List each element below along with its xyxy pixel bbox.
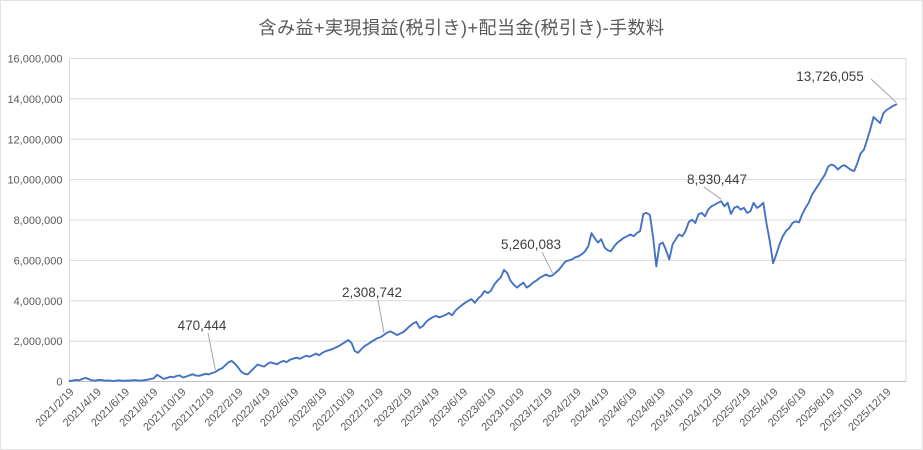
y-tick-label: 2,000,000	[14, 336, 63, 348]
x-axis-labels-group: 2021/2/192021/4/192021/6/192021/8/192021…	[34, 386, 894, 433]
annotations-group: 470,444 2,308,742 5,260,083 8,930,447 13,726…	[178, 69, 897, 371]
chart-title: 含み益+実現損益(税引き)+配当金(税引き)-手数料	[258, 18, 665, 38]
y-tick-label: 4,000,000	[14, 296, 63, 308]
y-tick-label: 8,000,000	[14, 215, 63, 227]
annotation-leader-line	[703, 186, 722, 200]
y-tick-label: 10,000,000	[7, 175, 62, 187]
data-point-annotation: 5,260,083	[501, 237, 561, 252]
y-tick-label: 6,000,000	[14, 255, 63, 267]
gridlines-group	[69, 58, 906, 342]
y-tick-label: 14,000,000	[7, 94, 62, 106]
data-point-annotation: 2,308,742	[342, 285, 402, 300]
y-tick-label: 0	[56, 377, 62, 389]
data-point-annotation: 13,726,055	[796, 69, 864, 84]
annotation-leader-line	[870, 78, 897, 103]
y-tick-label: 12,000,000	[7, 134, 62, 146]
y-axis-labels-group: 0 2,000,000 4,000,000 6,000,000 8,000,000 10,…	[7, 54, 62, 389]
series-group	[68, 103, 898, 383]
annotation-leader-line	[377, 299, 385, 333]
annotation-leader-line	[541, 251, 554, 274]
y-tick-label: 16,000,000	[7, 54, 62, 66]
profit-series-line	[68, 103, 898, 383]
annotation-leader-line	[207, 332, 216, 371]
axes-group	[69, 58, 907, 382]
data-point-annotation: 470,444	[178, 318, 227, 333]
data-point-annotation: 8,930,447	[687, 172, 747, 187]
